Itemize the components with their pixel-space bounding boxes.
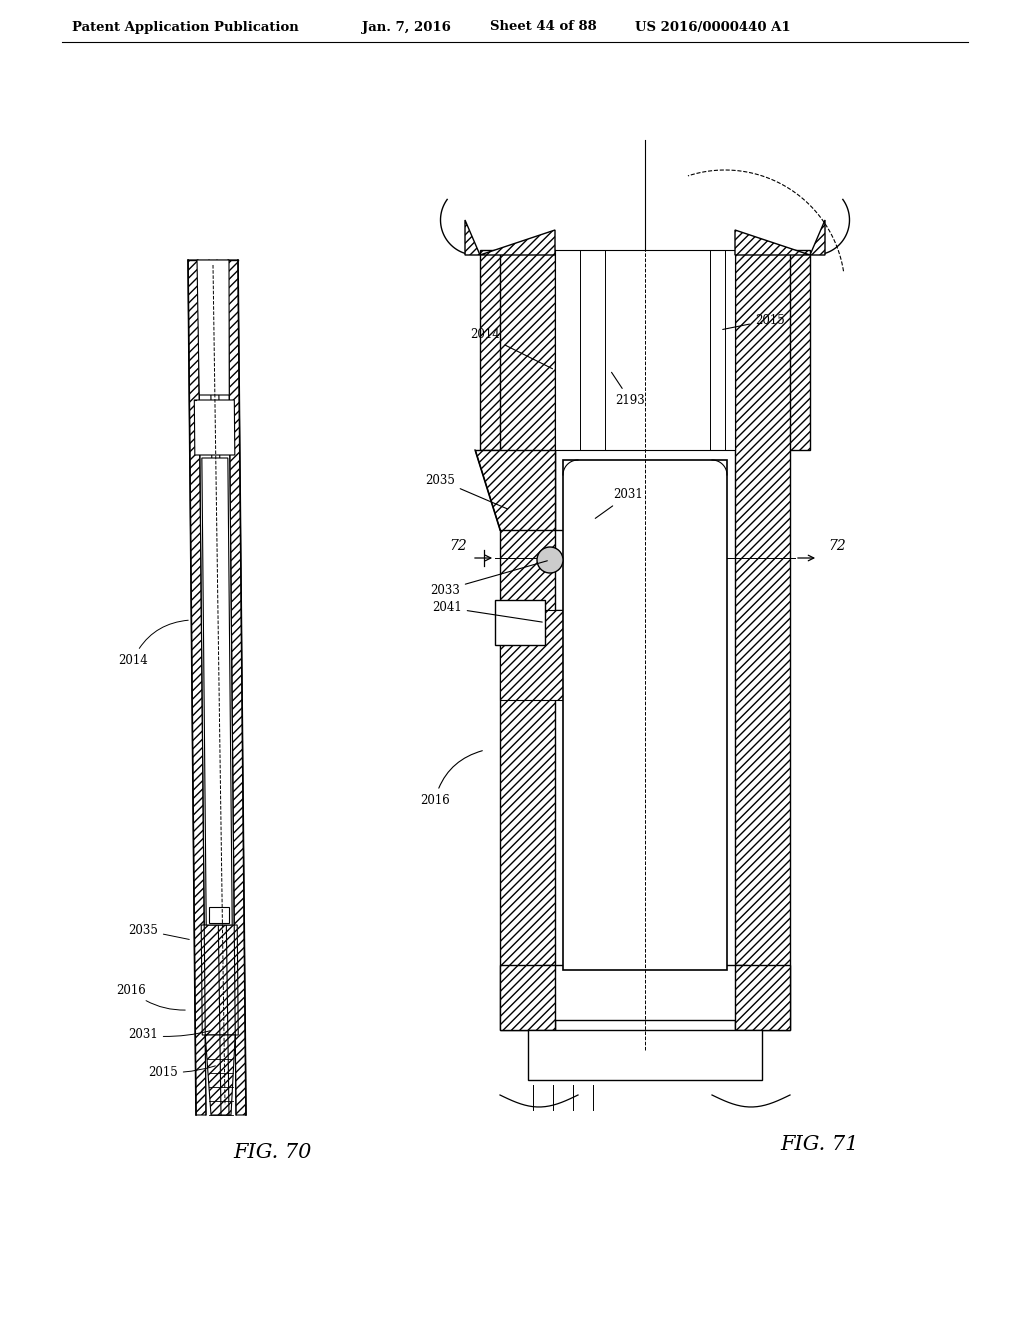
Polygon shape [205,1035,236,1115]
Bar [500,610,565,700]
Bar [528,1030,762,1080]
Bar [543,965,746,1020]
Text: 2193: 2193 [611,372,645,407]
Bar [209,907,229,923]
Polygon shape [202,925,239,1035]
Text: FIG. 71: FIG. 71 [780,1135,858,1155]
Text: 2014: 2014 [470,329,553,368]
Text: 2033: 2033 [430,561,548,597]
Polygon shape [202,458,232,925]
Text: 2031: 2031 [595,488,643,519]
Bar [495,601,545,645]
Polygon shape [188,260,206,1115]
Bar [735,965,790,1030]
Text: 2035: 2035 [128,924,189,940]
Polygon shape [480,230,555,255]
Text: 2016: 2016 [116,983,185,1010]
Text: 2015: 2015 [148,1065,215,1078]
Bar [500,965,555,1030]
Circle shape [537,546,563,573]
Text: 2035: 2035 [425,474,508,510]
Bar [735,249,810,450]
Text: 2014: 2014 [118,620,188,667]
Polygon shape [228,260,246,1115]
Text: FIG. 70: FIG. 70 [233,1143,311,1162]
Text: Patent Application Publication: Patent Application Publication [72,21,299,33]
Polygon shape [197,260,229,395]
Polygon shape [735,230,810,255]
Text: 2031: 2031 [128,1028,210,1041]
Bar [735,249,790,1030]
Polygon shape [810,220,825,255]
Text: Sheet 44 of 88: Sheet 44 of 88 [490,21,597,33]
Text: US 2016/0000440 A1: US 2016/0000440 A1 [635,21,791,33]
Text: 2015: 2015 [723,314,784,330]
Bar [555,249,735,450]
Text: 72: 72 [828,539,846,553]
Polygon shape [465,220,480,255]
Bar [563,459,727,970]
Bar [480,249,555,450]
Text: 72: 72 [450,539,467,553]
Text: Jan. 7, 2016: Jan. 7, 2016 [362,21,451,33]
Polygon shape [195,400,234,455]
Polygon shape [475,450,555,531]
Bar [500,249,555,1030]
Text: 2041: 2041 [432,601,543,622]
Text: 2016: 2016 [420,751,482,807]
